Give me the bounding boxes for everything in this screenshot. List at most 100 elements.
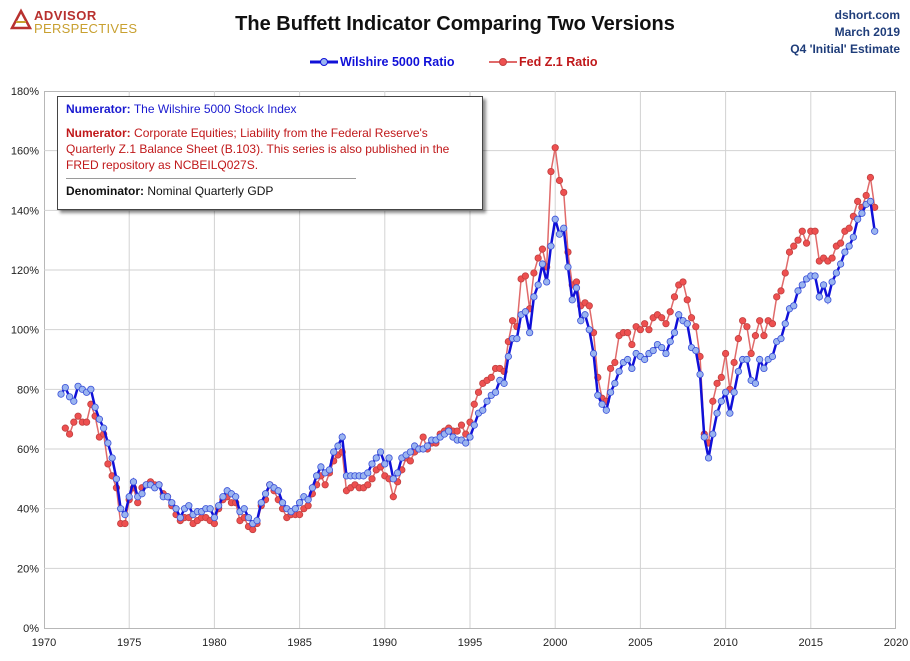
data-point-fed [628, 340, 636, 349]
data-point-fed [692, 323, 700, 331]
data-point-wilshire [628, 364, 636, 373]
note-wilshire-label: Numerator: [66, 102, 131, 116]
data-point-fed [70, 418, 78, 426]
data-point-fed [683, 296, 691, 304]
data-point-wilshire [589, 349, 598, 358]
data-point-wilshire [854, 215, 862, 223]
data-point-wilshire [291, 505, 299, 513]
legend-swatch-fed [489, 58, 517, 66]
data-point-wilshire [504, 352, 512, 361]
data-point-fed [249, 525, 257, 534]
data-point-wilshire [389, 475, 397, 483]
data-point-wilshire [185, 502, 193, 510]
data-point-wilshire [61, 383, 69, 392]
data-point-wilshire [65, 393, 74, 401]
data-point-fed [555, 176, 564, 185]
data-point-wilshire [611, 379, 619, 387]
source-date: March 2019 [834, 25, 900, 39]
legend-swatch-wilshire [310, 58, 338, 66]
data-point-fed [538, 245, 547, 253]
data-point-fed [845, 224, 853, 232]
data-point-wilshire [295, 499, 304, 507]
data-point-wilshire [598, 400, 606, 408]
data-point-fed [419, 433, 427, 441]
data-point-wilshire [568, 296, 576, 304]
data-point-wilshire [325, 466, 334, 474]
data-point-wilshire [521, 308, 529, 316]
x-tick-label: 2005 [628, 637, 652, 649]
data-point-wilshire [261, 490, 270, 498]
data-point-fed [551, 144, 559, 152]
data-point-wilshire [100, 424, 108, 432]
data-point-wilshire [560, 224, 568, 232]
data-point-wilshire [670, 329, 679, 337]
data-point-wilshire [466, 433, 474, 441]
data-point-fed [611, 358, 619, 367]
data-point-wilshire [696, 370, 704, 379]
data-point-wilshire [581, 311, 589, 319]
data-point-wilshire [334, 442, 342, 450]
data-point-fed [321, 481, 329, 489]
data-point-wilshire [692, 346, 700, 355]
data-point-fed [734, 335, 742, 343]
data-point-wilshire [815, 293, 823, 301]
data-point-wilshire [849, 233, 858, 241]
chart-legend: Wilshire 5000 Ratio Fed Z.1 Ratio [0, 53, 910, 71]
data-point-wilshire [500, 379, 508, 387]
y-tick-label: 160% [11, 146, 39, 158]
data-point-fed [406, 457, 414, 465]
data-point-fed [679, 278, 687, 286]
x-tick-label: 1980 [202, 637, 226, 649]
data-point-fed [521, 272, 529, 280]
data-point-wilshire [666, 337, 674, 346]
advisor-perspectives-logo-mark [10, 8, 32, 30]
data-point-wilshire [244, 514, 253, 522]
data-point-wilshire [832, 269, 840, 277]
data-point-wilshire [445, 427, 453, 435]
data-point-wilshire [743, 355, 751, 364]
data-point-wilshire [219, 493, 227, 501]
y-tick-label: 180% [11, 86, 39, 98]
data-point-fed [547, 167, 555, 176]
data-point-wilshire [125, 493, 133, 501]
data-point-wilshire [479, 406, 487, 414]
data-point-wilshire [551, 215, 559, 223]
data-point-fed [295, 511, 304, 519]
data-point-wilshire [538, 260, 547, 268]
data-point-wilshire [781, 320, 789, 328]
data-point-fed [641, 320, 649, 328]
data-point-wilshire [564, 263, 572, 271]
data-point-wilshire [364, 469, 372, 477]
y-tick-label: 40% [17, 504, 39, 516]
data-point-fed [709, 397, 717, 405]
data-point-wilshire [700, 433, 708, 441]
data-point-wilshire [483, 397, 491, 405]
data-point-wilshire [768, 352, 777, 361]
x-tick-label: 2000 [543, 637, 567, 649]
data-point-fed [866, 173, 875, 182]
data-point-fed [666, 308, 674, 316]
data-point-wilshire [713, 409, 721, 417]
note-denominator: Denominator: Nominal Quarterly GDP [66, 183, 474, 199]
data-point-fed [739, 317, 747, 325]
data-point-wilshire [155, 481, 163, 489]
source-estimate: Q4 'Initial' Estimate [790, 42, 900, 56]
data-point-wilshire [104, 439, 112, 447]
data-point-wilshire [543, 278, 551, 286]
data-point-fed [134, 499, 142, 507]
data-point-wilshire [376, 448, 385, 456]
note-wilshire: Numerator: The Wilshire 5000 Stock Index [66, 101, 474, 117]
data-point-wilshire [87, 385, 95, 393]
data-point-wilshire [240, 505, 248, 513]
data-point-wilshire [176, 514, 184, 522]
data-point-fed [828, 254, 836, 262]
data-point-fed [104, 460, 112, 468]
data-point-fed [368, 475, 376, 483]
data-point-wilshire [513, 335, 521, 343]
note-divider [66, 178, 356, 179]
x-tick-label: 2015 [799, 637, 823, 649]
data-point-fed [751, 332, 760, 340]
data-point-wilshire [828, 278, 836, 286]
data-point-fed [606, 364, 615, 373]
data-point-fed [713, 379, 721, 387]
